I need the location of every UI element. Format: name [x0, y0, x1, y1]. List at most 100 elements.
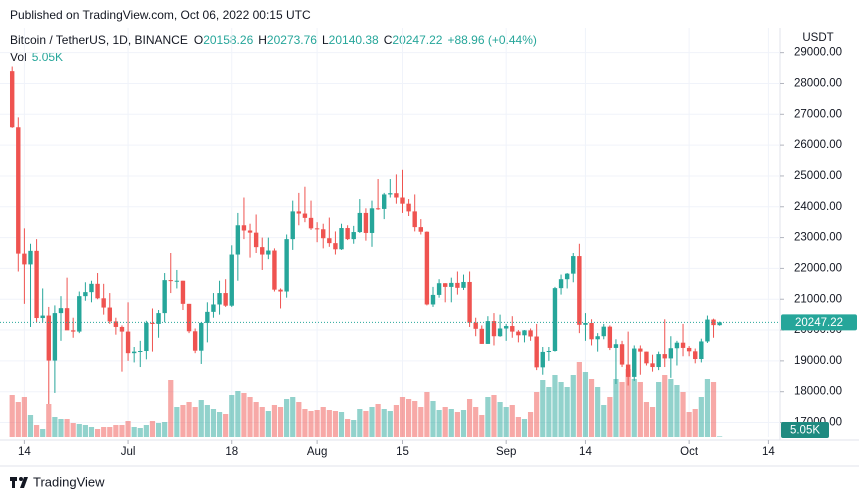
- candle-body: [619, 344, 625, 365]
- candle-body: [571, 256, 576, 274]
- volume-bar: [649, 407, 656, 437]
- symbol-legend: Bitcoin / TetherUS, 1D, BINANCE O20158.26…: [10, 33, 537, 47]
- candle-body: [70, 330, 76, 332]
- volume-bar: [680, 392, 686, 437]
- volume-bar: [387, 411, 393, 437]
- volume-bar: [216, 412, 223, 437]
- volume-bar: [76, 424, 82, 437]
- volume-bar: [662, 375, 668, 437]
- candle-body: [253, 232, 259, 248]
- grid: [0, 28, 780, 437]
- candle-body: [479, 328, 484, 344]
- candle-body: [101, 298, 106, 308]
- volume-bar: [174, 407, 180, 437]
- volume-bar: [338, 412, 345, 437]
- volume-bar: [235, 391, 241, 437]
- volume-bar: [162, 422, 168, 437]
- x-tick-label: Jul: [121, 446, 136, 458]
- candle-body: [211, 304, 216, 312]
- volume-bar: [399, 397, 406, 437]
- candle-body: [22, 253, 27, 265]
- candle-body: [9, 71, 15, 128]
- candle-body: [412, 211, 417, 228]
- candle-body: [583, 322, 588, 325]
- volume-bar: [345, 419, 351, 437]
- volume-bar: [223, 414, 229, 437]
- candle-body: [546, 351, 552, 353]
- candle-body: [461, 281, 466, 288]
- volume-bar: [143, 425, 149, 437]
- volume-bar: [570, 375, 576, 437]
- volume-bar: [595, 387, 601, 437]
- candle-body: [327, 238, 332, 244]
- ohlc-key: H: [258, 33, 267, 47]
- volume-bar: [125, 421, 131, 437]
- candle-body: [162, 280, 167, 314]
- ohlc-key: C: [384, 33, 393, 47]
- candle-body: [540, 351, 545, 368]
- candle-body: [497, 328, 503, 337]
- candle-body: [650, 363, 655, 368]
- volume-bar: [119, 425, 125, 437]
- volume-bar: [540, 380, 546, 437]
- volume-bar: [351, 420, 357, 437]
- ohlc-value: 20247.22: [392, 33, 442, 47]
- y-tick-label: 28000.00: [794, 78, 842, 90]
- candle-body: [174, 280, 180, 282]
- last-price-tag: [781, 314, 857, 331]
- x-tick-label: 15: [396, 446, 409, 458]
- volume-bar: [192, 407, 198, 437]
- candle-body: [205, 311, 210, 323]
- volume-bar: [296, 402, 302, 437]
- x-tick-label: 14: [18, 446, 31, 458]
- candle-body: [375, 208, 381, 210]
- candle-body: [662, 354, 667, 359]
- candle-body: [144, 322, 149, 352]
- volume-bar: [82, 425, 88, 437]
- volume-bar: [607, 397, 613, 437]
- volume-bar: [546, 387, 552, 437]
- volume-bar: [64, 419, 70, 437]
- y-tick-label: 19000.00: [794, 355, 842, 367]
- volume-bar: [186, 402, 192, 437]
- candle-body: [473, 322, 478, 329]
- candle-body: [321, 229, 326, 239]
- candle-body: [644, 351, 649, 364]
- volume-bar: [332, 411, 339, 437]
- candle-body: [333, 243, 338, 250]
- volume-bar: [58, 419, 64, 437]
- candle-body: [418, 227, 423, 232]
- candle-body: [46, 315, 51, 361]
- volume-bar: [381, 409, 387, 437]
- candle-body: [52, 313, 58, 361]
- volume-bar: [412, 401, 418, 437]
- candle-body: [717, 322, 722, 326]
- volume-bar: [448, 409, 454, 437]
- y-tick-label: 27000.00: [794, 108, 842, 120]
- candle-body: [119, 326, 125, 332]
- volume-bar: [314, 410, 320, 437]
- volume-bar: [284, 399, 290, 437]
- candle-body: [668, 348, 674, 359]
- candle-body: [656, 354, 661, 368]
- candle-body: [77, 296, 82, 332]
- candle-body: [674, 342, 680, 349]
- candle-body: [607, 326, 613, 348]
- candle-body: [260, 247, 265, 255]
- volume-bar: [515, 417, 521, 437]
- candle-body: [686, 347, 692, 352]
- volume-bar: [668, 379, 674, 437]
- candle-body: [430, 294, 436, 305]
- volume-bar: [229, 395, 235, 437]
- volume-bar: [113, 425, 119, 437]
- volume-bar: [308, 411, 314, 437]
- vol-key: Vol: [10, 50, 27, 64]
- x-tick-label: Oct: [680, 446, 699, 458]
- candle-body: [138, 351, 143, 353]
- candle-body: [28, 250, 33, 265]
- vol-value: 5.05K: [32, 50, 63, 64]
- volume-bar: [271, 405, 278, 437]
- volume-tag: [781, 422, 829, 438]
- candle-body: [308, 217, 314, 229]
